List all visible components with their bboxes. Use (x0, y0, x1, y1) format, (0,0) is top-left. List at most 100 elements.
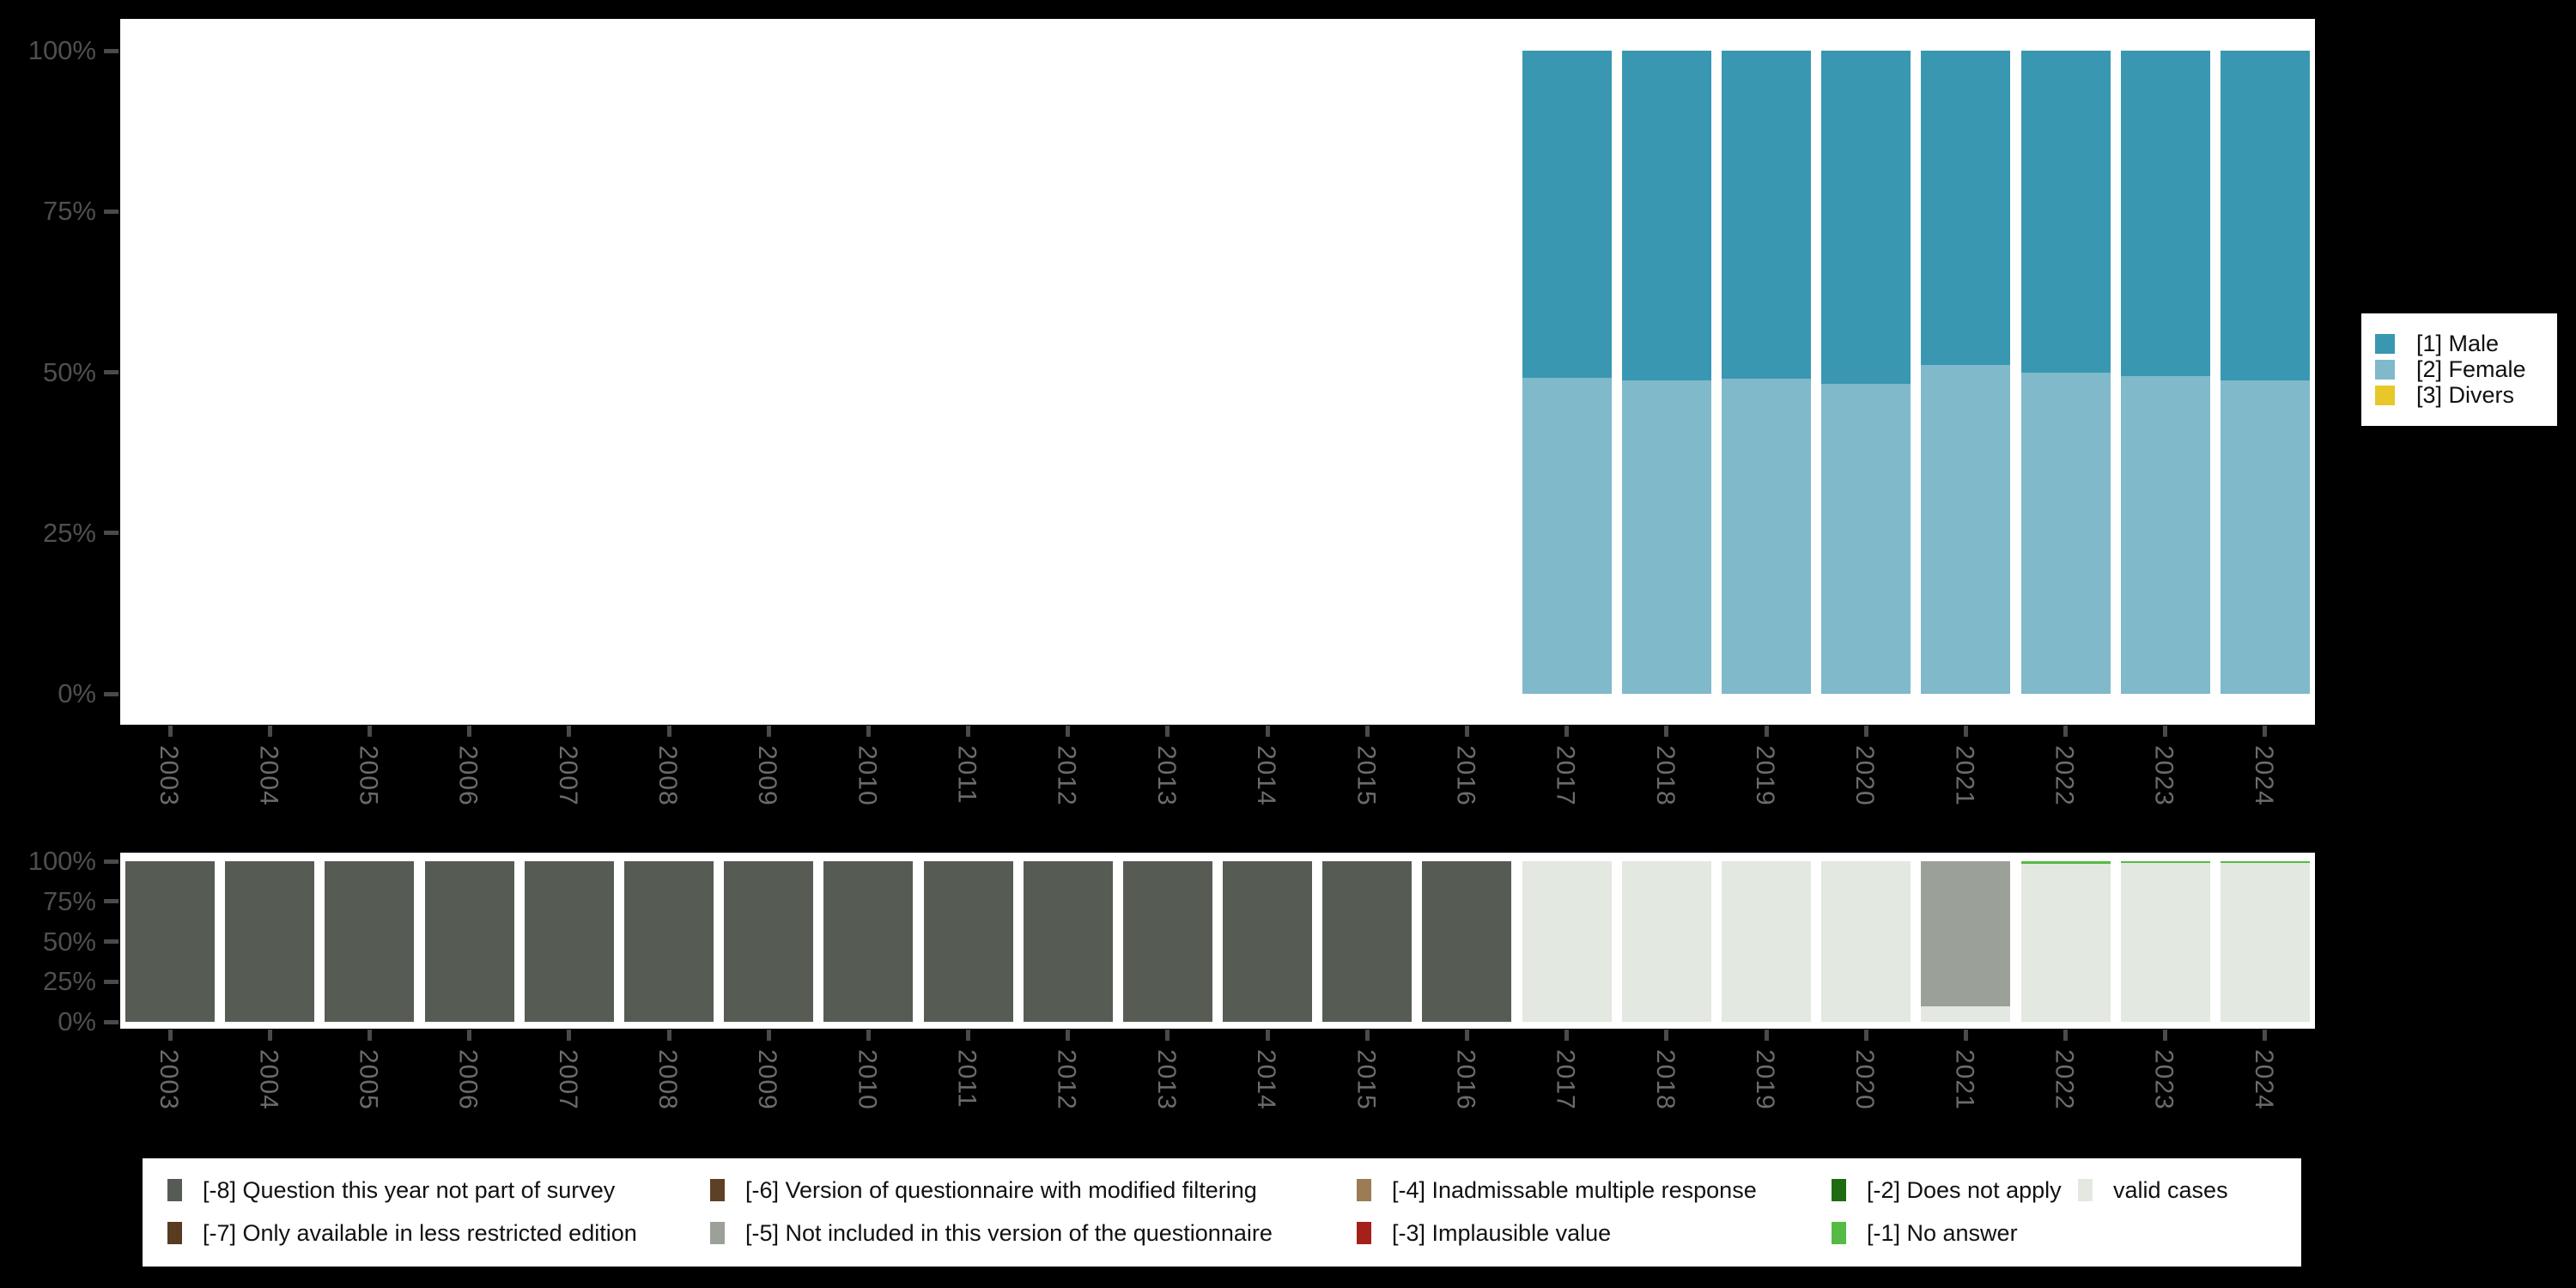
x-tick (1066, 1030, 1071, 1041)
bar-segment (1621, 380, 1711, 694)
x-tick-label: 2022 (2050, 1049, 2079, 1110)
y-tick (104, 691, 118, 696)
x-tick (1963, 1030, 1968, 1041)
bar-segment (2020, 861, 2111, 865)
y-tick-label: 25% (42, 966, 96, 997)
bar-segment (1122, 861, 1212, 1022)
x-tick-label: 2006 (453, 1049, 483, 1110)
legend-item-label: [2] Female (2416, 356, 2526, 382)
bar-segment (1722, 51, 1811, 379)
x-tick (866, 726, 871, 737)
bar-segment (1422, 861, 1512, 1022)
bar-segment (2220, 380, 2310, 694)
bar-segment (1722, 861, 1811, 1022)
bar-segment (1821, 51, 1911, 384)
x-tick-label: 2010 (853, 745, 882, 806)
bar-segment (2120, 51, 2210, 376)
legend-key (167, 1179, 182, 1201)
x-tick-label: 2006 (453, 745, 483, 806)
x-tick (1564, 1030, 1570, 1041)
bar-segment (1821, 861, 1911, 1022)
bar-segment (225, 861, 315, 1022)
y-tick (104, 859, 118, 864)
x-tick (467, 726, 472, 737)
x-tick (966, 1030, 971, 1041)
x-tick-label: 2003 (155, 1049, 184, 1110)
y-tick (104, 209, 118, 214)
x-tick-label: 2007 (553, 745, 582, 806)
x-tick (2063, 1030, 2069, 1041)
x-tick-label: 2024 (2249, 1049, 2278, 1110)
bar-segment (2220, 51, 2310, 381)
y-tick (104, 1019, 118, 1024)
x-tick-label: 2019 (1751, 745, 1779, 806)
x-tick (167, 1030, 173, 1041)
x-tick (2063, 726, 2069, 737)
legend-key (710, 1222, 725, 1244)
x-tick (766, 726, 771, 737)
bar-segment (2220, 861, 2310, 864)
x-tick (1664, 726, 1669, 737)
x-tick (467, 1030, 472, 1041)
x-tick-label: 2010 (853, 1049, 882, 1110)
bar-segment (1322, 861, 1413, 1022)
x-tick-label: 2020 (1850, 1049, 1880, 1110)
x-tick (766, 1030, 771, 1041)
x-tick-label: 2019 (1751, 1049, 1779, 1110)
x-tick (267, 1030, 272, 1041)
x-tick-label: 2004 (254, 745, 283, 806)
bar-segment (1722, 378, 1811, 694)
bar-segment (724, 861, 814, 1022)
x-tick (866, 1030, 871, 1041)
x-tick (367, 726, 372, 737)
x-tick-label: 2009 (753, 1049, 782, 1110)
bar-segment (1921, 51, 2011, 366)
legend-key (710, 1179, 725, 1201)
x-tick (2263, 726, 2268, 737)
bar-segment (2220, 863, 2310, 1022)
bar-segment (1621, 861, 1711, 1022)
bar-segment (2020, 373, 2111, 694)
bar-segment (1621, 51, 1711, 381)
x-tick (567, 1030, 572, 1041)
bar-segment (624, 861, 714, 1022)
x-tick-label: 2011 (952, 1049, 981, 1109)
x-tick-label: 2013 (1151, 1049, 1181, 1110)
x-tick-label: 2012 (1052, 1049, 1081, 1110)
x-tick-label: 2013 (1151, 745, 1181, 806)
legend-key (1357, 1222, 1371, 1244)
legend-item-label: [-8] Question this year not part of surv… (203, 1177, 616, 1203)
legend-key (2375, 334, 2395, 354)
x-tick-label: 2023 (2149, 745, 2178, 806)
legend-key (2375, 360, 2395, 380)
bar-segment (2020, 51, 2111, 374)
x-tick-label: 2023 (2149, 1049, 2178, 1110)
y-tick-label: 75% (42, 885, 96, 916)
bar-segment (1821, 383, 1911, 694)
x-tick-label: 2014 (1252, 745, 1281, 806)
legend-item-label: [-1] No answer (1867, 1220, 2018, 1246)
x-tick-label: 2021 (1950, 745, 1979, 806)
x-tick (966, 726, 971, 737)
x-tick (1764, 726, 1769, 737)
y-tick-label: 100% (27, 35, 96, 65)
x-tick-label: 2021 (1950, 1049, 1979, 1110)
bar-segment (2120, 861, 2210, 864)
x-tick-label: 2003 (155, 745, 184, 806)
x-tick-label: 2009 (753, 745, 782, 806)
x-tick (666, 726, 671, 737)
legend-item-label: [-7] Only available in less restricted e… (203, 1220, 637, 1246)
x-tick-label: 2017 (1551, 1049, 1580, 1110)
x-tick-label: 2016 (1451, 745, 1480, 806)
x-tick (2163, 1030, 2168, 1041)
x-tick (1863, 1030, 1868, 1041)
bar-segment (1921, 1006, 2011, 1022)
x-tick-label: 2015 (1352, 1049, 1381, 1110)
x-tick (367, 1030, 372, 1041)
x-tick (167, 726, 173, 737)
y-tick-label: 75% (42, 196, 96, 227)
x-tick (2263, 1030, 2268, 1041)
x-tick (1364, 726, 1370, 737)
legend-key (1832, 1222, 1846, 1244)
